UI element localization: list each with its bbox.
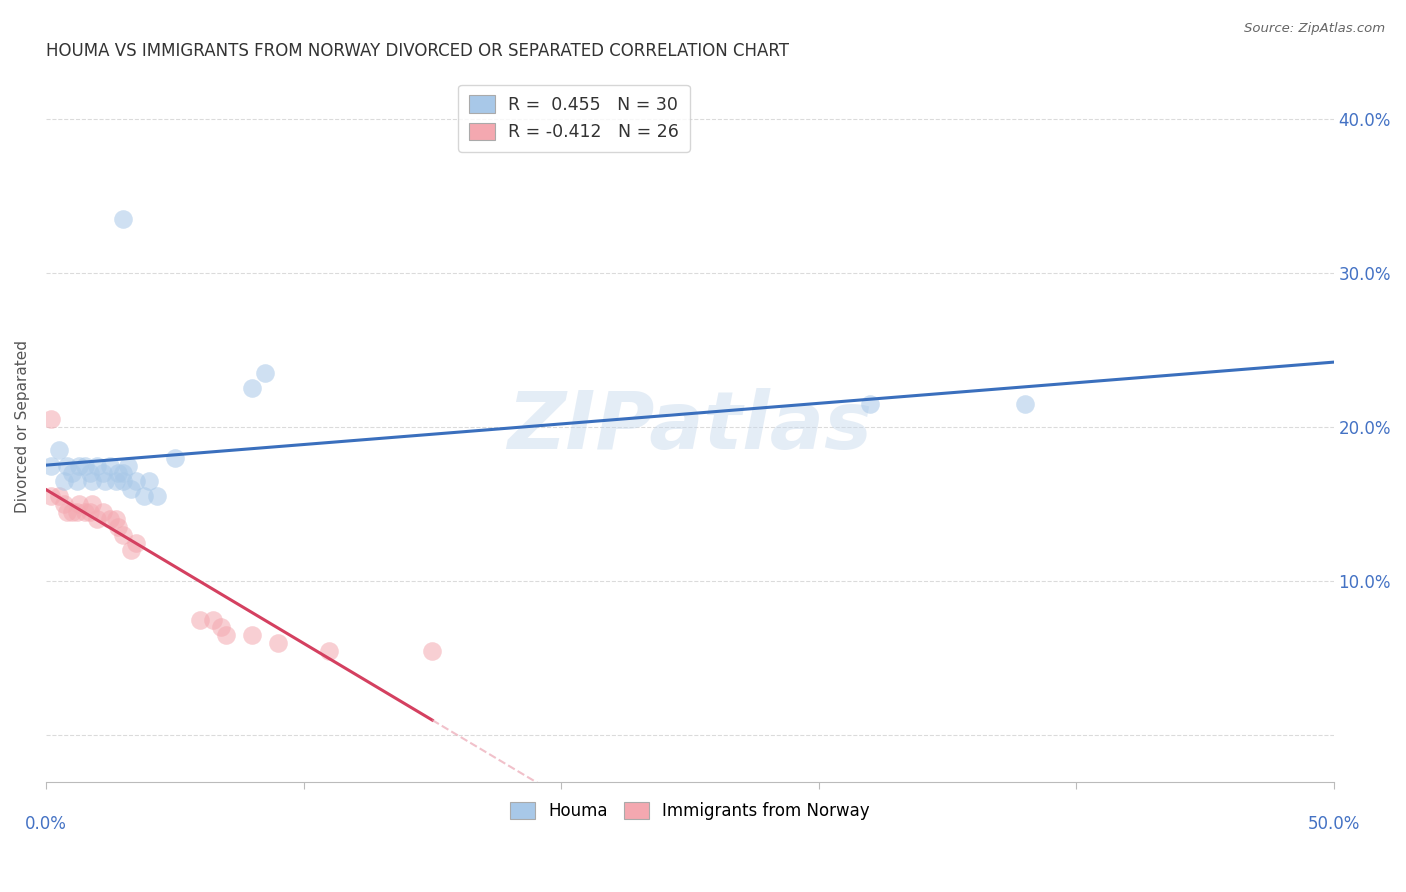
- Point: [104, 474, 127, 488]
- Point: [98, 512, 121, 526]
- Point: [98, 458, 121, 473]
- Point: [267, 636, 290, 650]
- Text: Source: ZipAtlas.com: Source: ZipAtlas.com: [1244, 22, 1385, 36]
- Point: [120, 543, 142, 558]
- Point: [132, 489, 155, 503]
- Point: [55, 505, 77, 519]
- Point: [73, 505, 96, 519]
- Point: [55, 458, 77, 473]
- Point: [107, 520, 129, 534]
- Text: 50.0%: 50.0%: [1308, 815, 1360, 833]
- Point: [138, 474, 160, 488]
- Point: [39, 489, 62, 503]
- Point: [66, 505, 89, 519]
- Y-axis label: Divorced or Separated: Divorced or Separated: [15, 341, 30, 514]
- Point: [73, 458, 96, 473]
- Point: [112, 211, 135, 226]
- Point: [53, 474, 76, 488]
- Point: [60, 467, 83, 481]
- Point: [79, 467, 101, 481]
- Point: [107, 467, 129, 481]
- Point: [82, 497, 104, 511]
- Point: [163, 450, 186, 465]
- Point: [145, 489, 167, 503]
- Point: [39, 412, 62, 426]
- Point: [240, 628, 263, 642]
- Point: [125, 535, 148, 549]
- Point: [318, 643, 340, 657]
- Point: [112, 528, 135, 542]
- Point: [60, 505, 83, 519]
- Point: [253, 366, 276, 380]
- Point: [86, 458, 108, 473]
- Point: [120, 482, 142, 496]
- Point: [112, 467, 135, 481]
- Point: [125, 474, 148, 488]
- Point: [53, 497, 76, 511]
- Point: [48, 489, 70, 503]
- Point: [82, 474, 104, 488]
- Point: [1014, 397, 1036, 411]
- Legend: Houma, Immigrants from Norway: Houma, Immigrants from Norway: [503, 795, 877, 826]
- Point: [420, 643, 443, 657]
- Point: [79, 505, 101, 519]
- Point: [69, 458, 91, 473]
- Point: [240, 381, 263, 395]
- Point: [94, 474, 117, 488]
- Point: [39, 458, 62, 473]
- Point: [117, 458, 139, 473]
- Point: [86, 512, 108, 526]
- Point: [215, 628, 238, 642]
- Point: [91, 467, 114, 481]
- Point: [209, 620, 232, 634]
- Point: [190, 613, 212, 627]
- Text: HOUMA VS IMMIGRANTS FROM NORWAY DIVORCED OR SEPARATED CORRELATION CHART: HOUMA VS IMMIGRANTS FROM NORWAY DIVORCED…: [46, 42, 789, 60]
- Point: [202, 613, 225, 627]
- Point: [859, 397, 882, 411]
- Point: [66, 474, 89, 488]
- Point: [69, 497, 91, 511]
- Point: [91, 505, 114, 519]
- Text: ZIPatlas: ZIPatlas: [508, 388, 872, 466]
- Point: [104, 512, 127, 526]
- Point: [112, 474, 135, 488]
- Point: [48, 443, 70, 458]
- Text: 0.0%: 0.0%: [25, 815, 67, 833]
